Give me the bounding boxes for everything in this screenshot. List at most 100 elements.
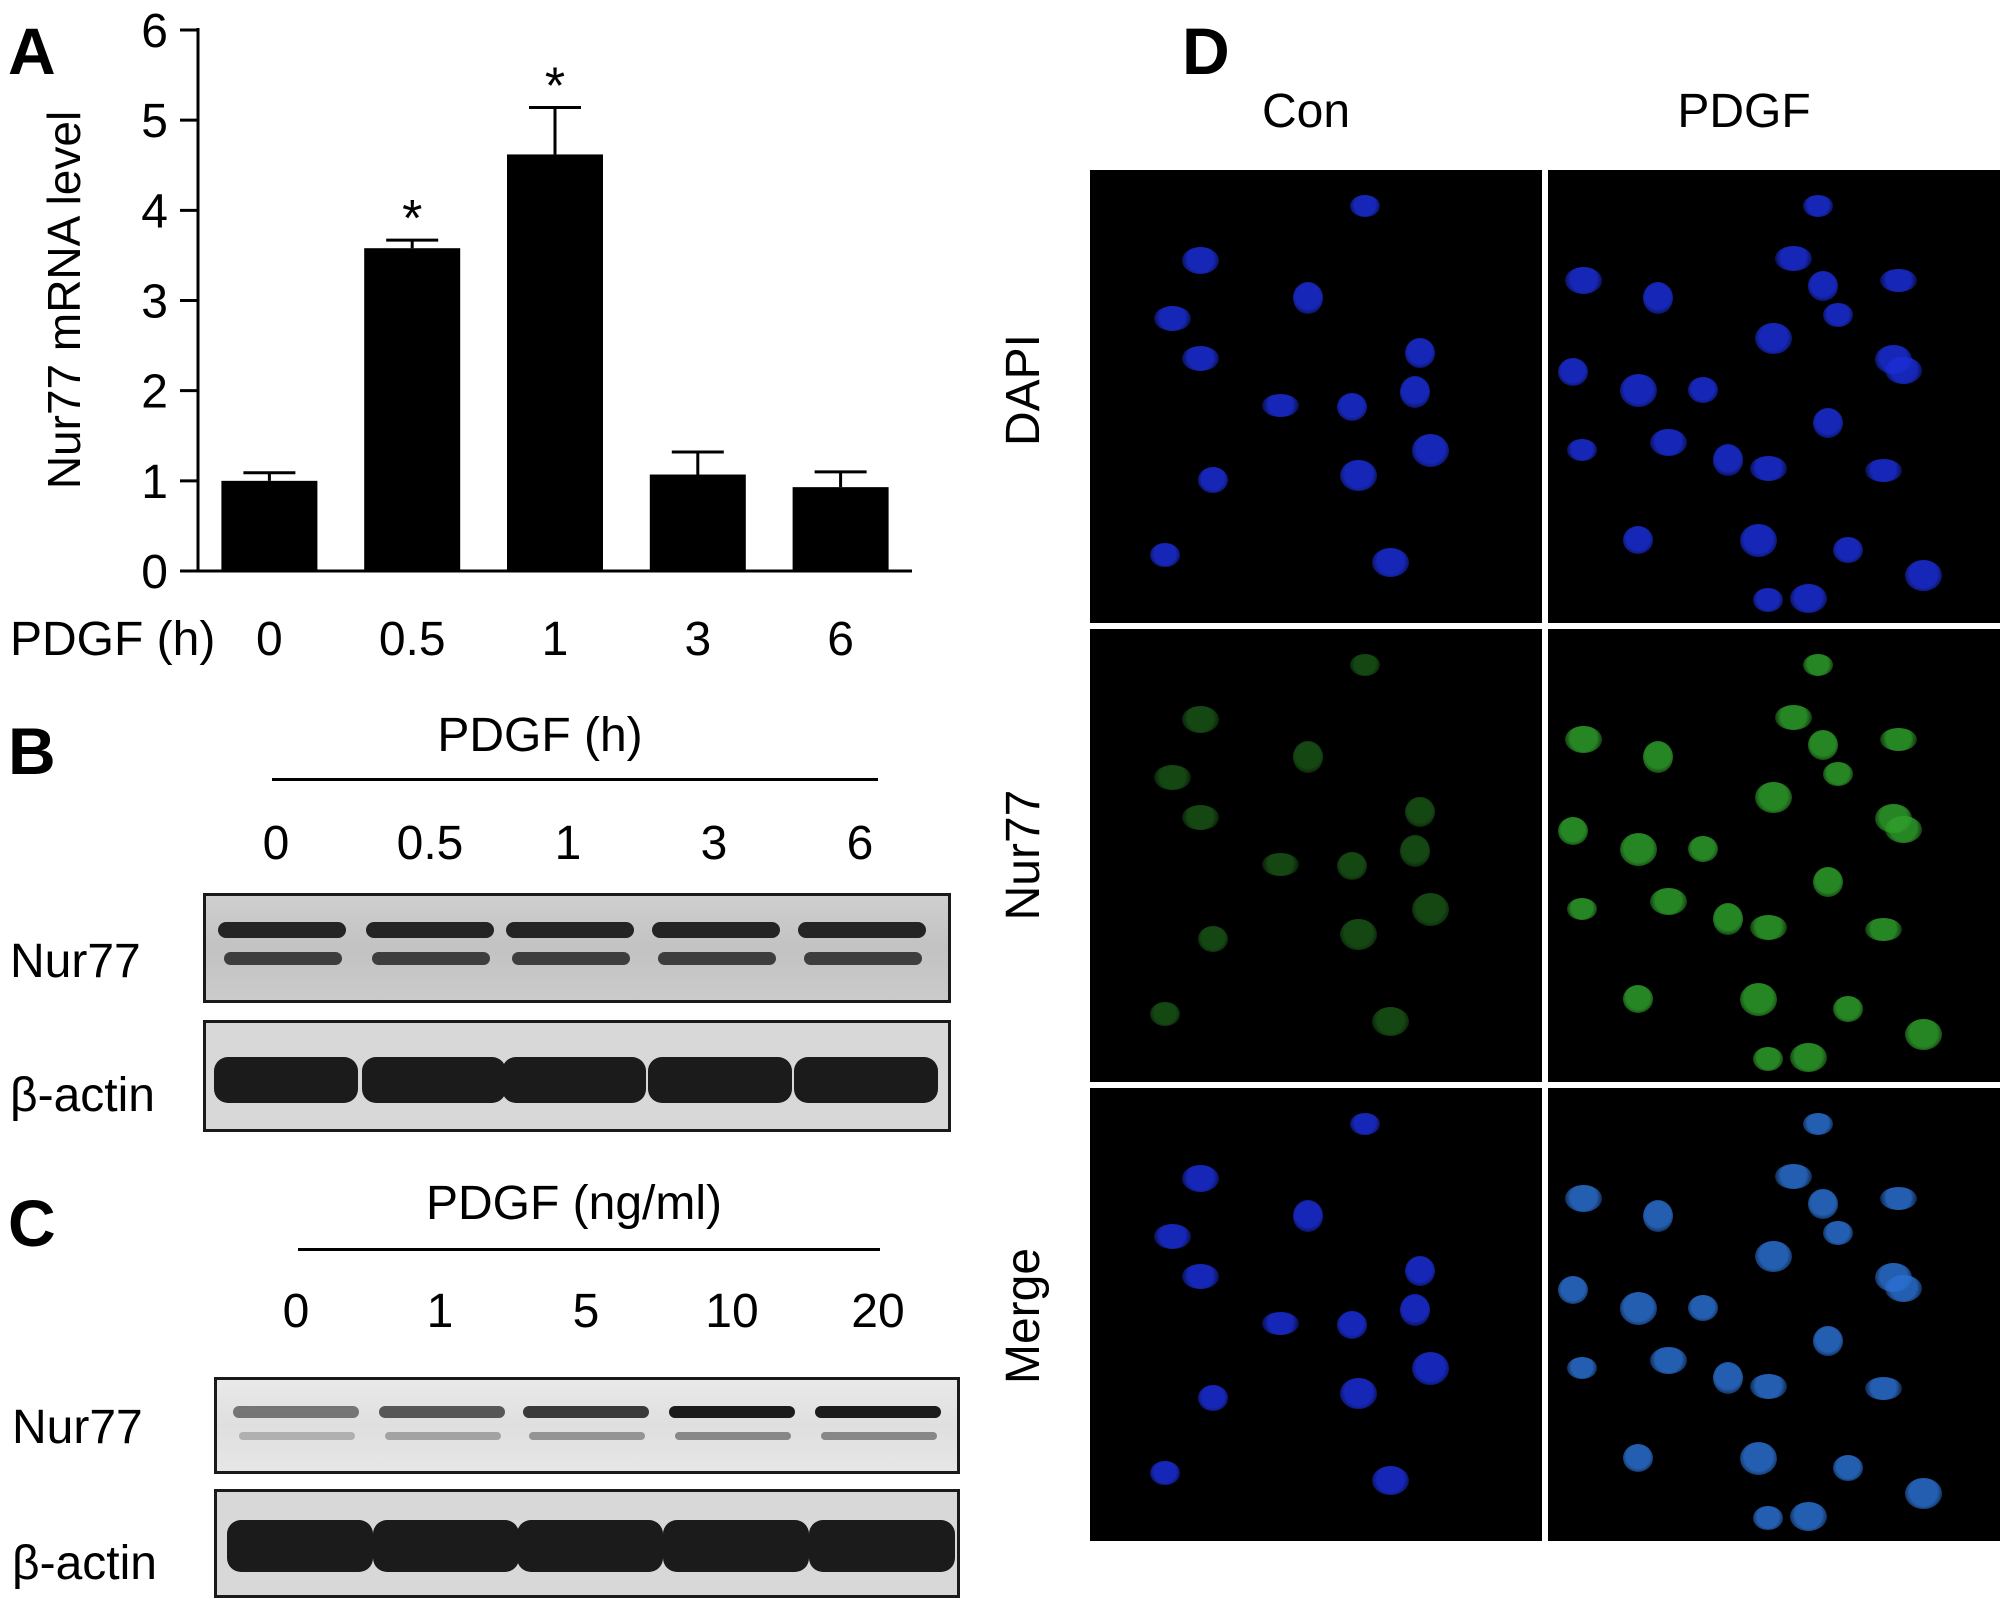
cell-nucleus (1400, 835, 1430, 867)
blot-band (512, 952, 630, 965)
y-tick-label: 6 (141, 5, 168, 58)
cell-nucleus (1567, 439, 1597, 461)
blot-band (658, 952, 776, 965)
cell-nucleus (1649, 887, 1687, 915)
cell-nucleus (1150, 543, 1180, 567)
cell-nucleus (1337, 393, 1367, 421)
cell-nucleus (1411, 1351, 1449, 1385)
blot-band (224, 952, 342, 965)
micrograph-dapi-con (1090, 170, 1542, 623)
cell-nucleus (1567, 898, 1597, 920)
cell-nucleus (1749, 914, 1787, 940)
cell-nucleus (1623, 1444, 1653, 1472)
bar (792, 487, 889, 571)
cell-nucleus (1649, 428, 1687, 456)
micrograph-merge-con (1090, 1088, 1542, 1541)
blot-band (239, 1432, 355, 1440)
cell-nucleus (1823, 1221, 1853, 1245)
micro-col-label-con: Con (1261, 85, 1351, 138)
blot-band (675, 1432, 791, 1440)
cell-nucleus (1405, 1256, 1435, 1286)
blot-band (362, 1057, 506, 1103)
x-tick-label: 1 (542, 613, 569, 666)
cell-nucleus (1337, 1311, 1367, 1339)
cell-nucleus (1833, 996, 1863, 1022)
micrograph-dapi-pdgf (1548, 170, 2000, 623)
micro-row-label-merge: Merge (997, 1247, 1050, 1385)
cell-nucleus (1813, 408, 1843, 438)
lane-label: 5 (572, 1285, 600, 1338)
micrograph-nur77-pdgf (1548, 629, 2000, 1082)
cell-nucleus (1400, 376, 1430, 408)
blot-b-header-rule (272, 778, 878, 781)
cell-nucleus (1350, 195, 1380, 217)
cell-nucleus (1879, 727, 1917, 751)
cell-nucleus (1879, 1186, 1917, 1210)
cell-nucleus (1558, 1276, 1588, 1304)
cell-nucleus (1904, 559, 1942, 591)
blot-band (385, 1432, 501, 1440)
cell-nucleus (1789, 583, 1827, 613)
blot-b-actin (203, 1020, 951, 1132)
cell-nucleus (1884, 815, 1922, 843)
blot-b-nur77 (203, 893, 951, 1003)
blot-b-row-label: β-actin (10, 1069, 155, 1122)
lane-label: 3 (700, 817, 728, 870)
cell-nucleus (1411, 433, 1449, 467)
y-tick-label: 4 (141, 185, 168, 238)
blot-c-row-label: β-actin (12, 1537, 157, 1590)
cell-nucleus (1774, 245, 1812, 271)
blot-c-row-label: Nur77 (12, 1401, 143, 1454)
blot-band (804, 952, 922, 965)
cell-nucleus (1558, 817, 1588, 845)
cell-nucleus (1774, 704, 1812, 730)
micrograph-nur77-con (1090, 629, 1542, 1082)
blot-band (227, 1520, 373, 1572)
micro-col-label-pdgf: PDGF (1677, 85, 1811, 138)
cell-nucleus (1150, 1461, 1180, 1485)
cell-nucleus (1864, 1376, 1902, 1400)
cell-nucleus (1623, 985, 1653, 1013)
lane-label: 0 (262, 817, 290, 870)
blot-band (379, 1406, 505, 1418)
cell-nucleus (1558, 358, 1588, 386)
cell-nucleus (1619, 373, 1657, 407)
cell-nucleus (1564, 266, 1602, 294)
cell-nucleus (1261, 852, 1299, 876)
cell-nucleus (1864, 458, 1902, 482)
blot-band (798, 922, 926, 938)
cell-nucleus (1198, 926, 1228, 952)
panel-label-b: B (8, 714, 56, 788)
blot-c-nur77 (214, 1377, 960, 1474)
x-axis-label: PDGF (h) (10, 613, 215, 666)
cell-nucleus (1879, 268, 1917, 292)
bar (221, 480, 318, 571)
blot-b-header: PDGF (h) (437, 709, 643, 762)
cell-nucleus (1400, 1294, 1430, 1326)
cell-nucleus (1808, 271, 1838, 301)
blot-c-header: PDGF (ng/ml) (425, 1177, 723, 1230)
cell-nucleus (1350, 1113, 1380, 1135)
blot-band (529, 1432, 645, 1440)
blot-band (218, 922, 346, 938)
cell-nucleus (1813, 867, 1843, 897)
cell-nucleus (1643, 1200, 1673, 1232)
x-tick-label: 6 (827, 613, 854, 666)
cell-nucleus (1753, 1506, 1783, 1530)
cell-nucleus (1564, 725, 1602, 753)
cell-nucleus (1823, 303, 1853, 327)
blot-band (372, 952, 490, 965)
cell-nucleus (1789, 1042, 1827, 1072)
cell-nucleus (1567, 1357, 1597, 1379)
cell-nucleus (1749, 455, 1787, 481)
cell-nucleus (1753, 588, 1783, 612)
cell-nucleus (1713, 903, 1743, 935)
micro-row-label-nur77: Nur77 (997, 789, 1050, 921)
cell-nucleus (1181, 246, 1219, 274)
cell-nucleus (1803, 1113, 1833, 1135)
panel-label-a: A (8, 14, 56, 88)
lane-label: 0 (282, 1285, 310, 1338)
cell-nucleus (1339, 1377, 1377, 1409)
cell-nucleus (1753, 1047, 1783, 1071)
